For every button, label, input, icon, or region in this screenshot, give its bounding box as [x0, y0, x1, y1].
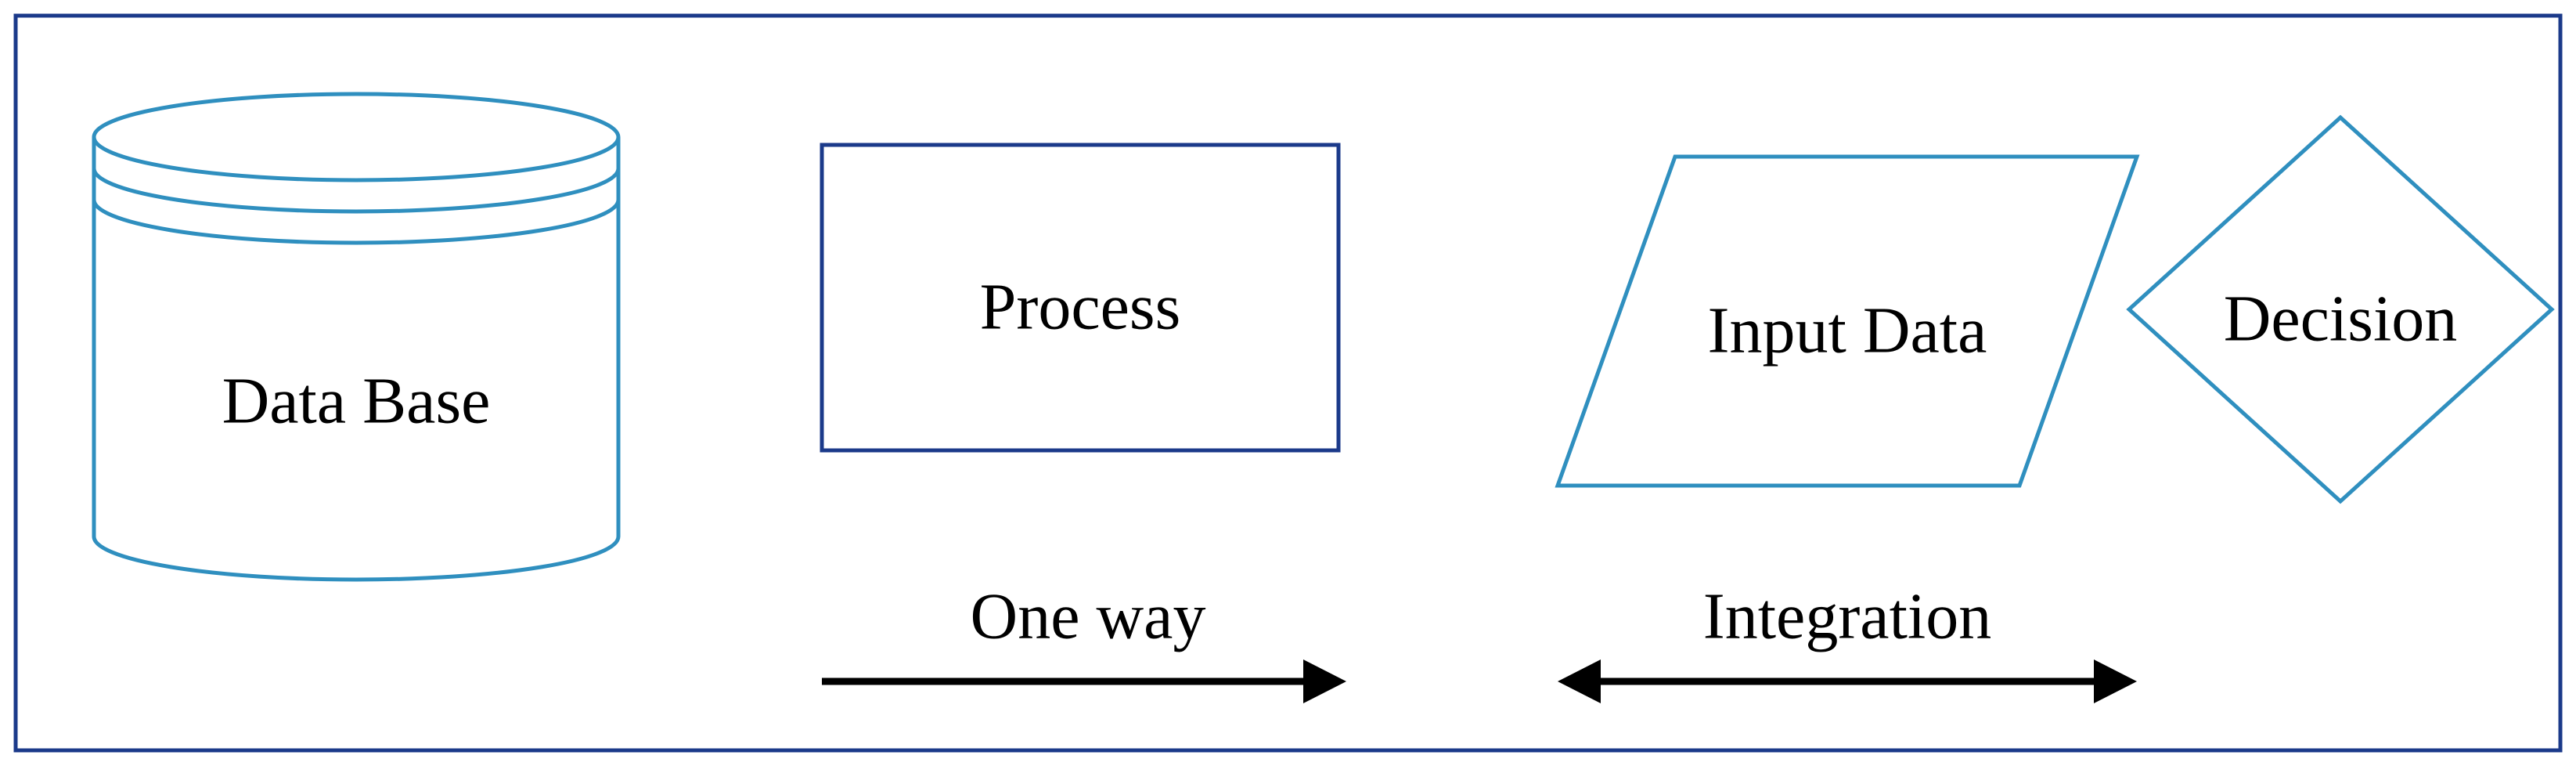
- database-body: [94, 137, 618, 580]
- process-node: Process: [822, 145, 1338, 450]
- input-data-label: Input Data: [1708, 294, 1987, 367]
- database-node: Data Base: [94, 94, 618, 580]
- decision-label: Decision: [2224, 282, 2458, 355]
- diagram-canvas: Data Base Process Input Data Decision On…: [0, 0, 2576, 766]
- database-top: [94, 94, 618, 180]
- integration-label: Integration: [1703, 580, 1992, 652]
- process-label: Process: [980, 270, 1181, 343]
- database-label: Data Base: [222, 364, 491, 437]
- one-way-label: One way: [971, 580, 1206, 652]
